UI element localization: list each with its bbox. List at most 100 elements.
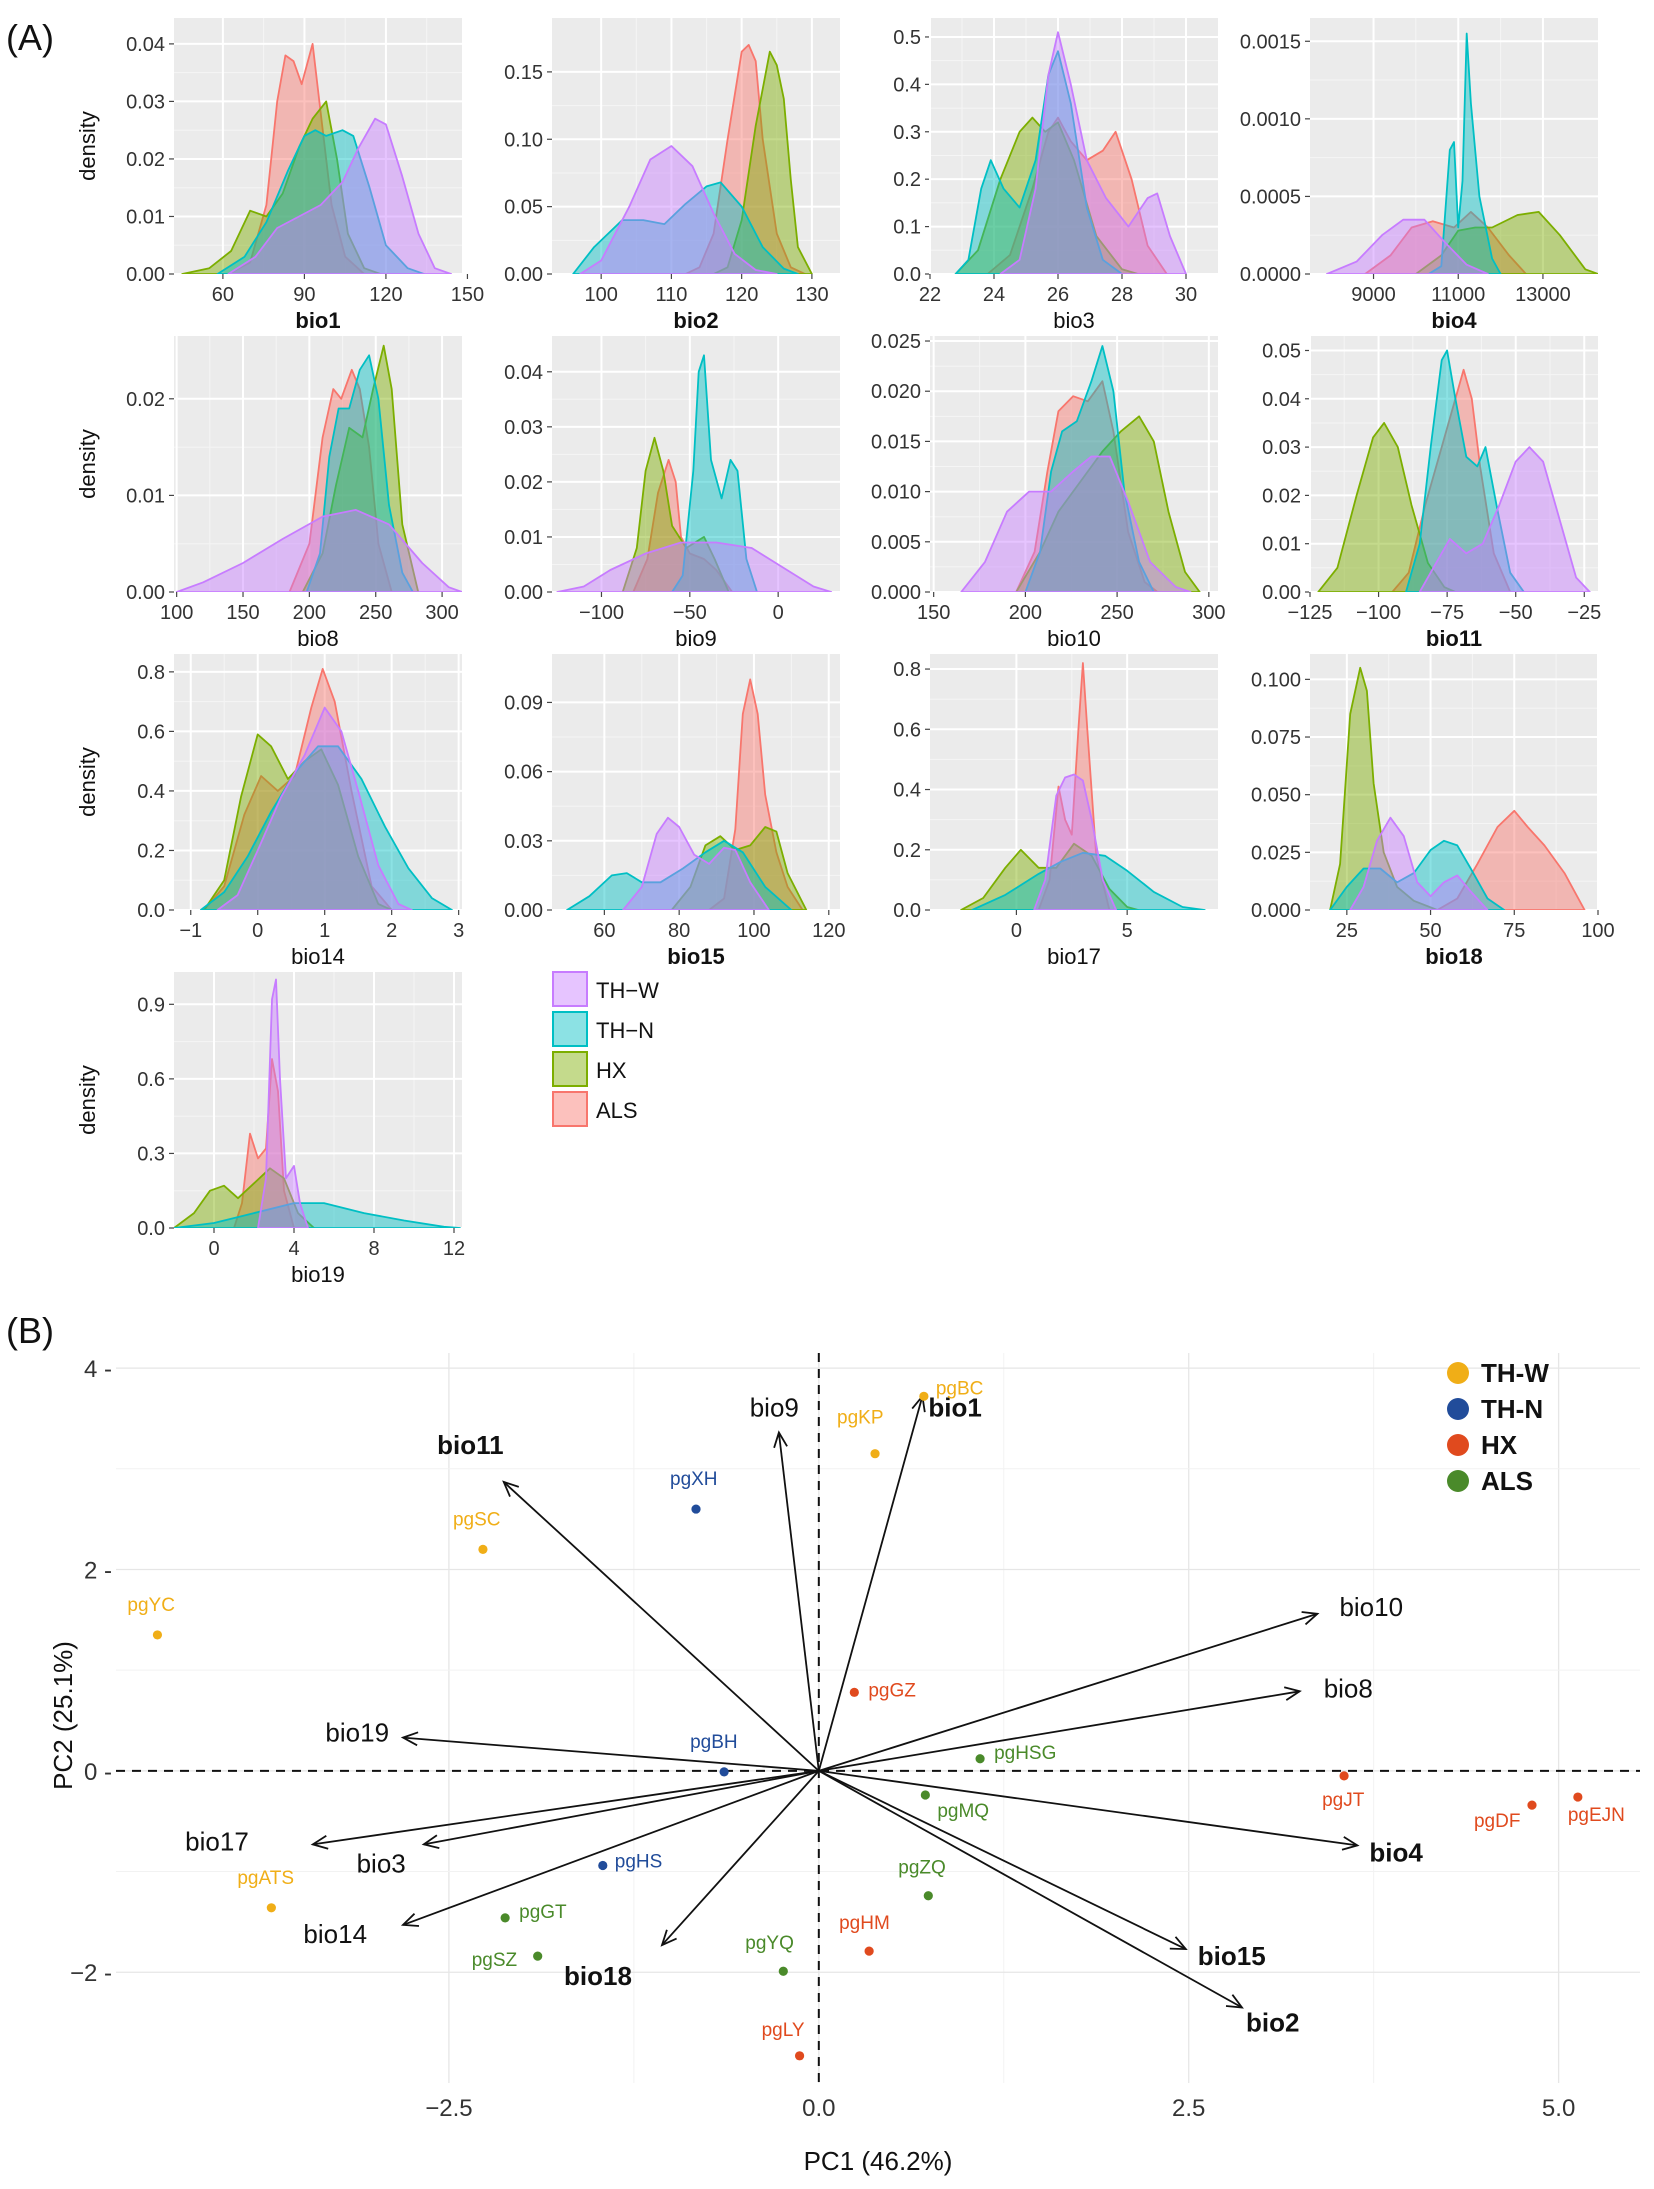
density-curve-als <box>1015 380 1159 592</box>
x-axis-label: bio11 <box>1426 626 1482 651</box>
pca-y-tick-label: 4 - <box>84 1356 112 1383</box>
y-axis-label: density <box>75 111 100 181</box>
x-tick-label: 120 <box>369 284 402 306</box>
density-curve-th-w <box>216 706 413 910</box>
y-tick-label: 0.05 <box>1262 340 1301 362</box>
x-tick-label: −125 <box>1287 602 1332 624</box>
x-tick-label: 100 <box>584 284 617 306</box>
y-tick-label: 0.4 <box>893 74 921 96</box>
y-tick-label: 0.06 <box>504 762 543 784</box>
sample-label-pgEJN: pgEJN <box>1568 1805 1625 1826</box>
y-tick-label: 0.020 <box>871 381 921 403</box>
density-curve-hx <box>1329 666 1439 910</box>
sample-label-pgMQ: pgMQ <box>937 1801 989 1822</box>
legend-label-th-w: TH−W <box>596 978 659 1003</box>
y-tick-label: 0.6 <box>893 719 921 741</box>
sample-point-pgLY <box>794 2051 805 2061</box>
density-curve-th-n <box>305 354 414 592</box>
y-tick-label: 0.4 <box>893 780 921 802</box>
x-tick-label: −50 <box>673 602 707 624</box>
loading-arrowhead-bio8 <box>1283 1686 1302 1701</box>
density-curve-als <box>227 43 366 274</box>
pca-legend-label-th-n: TH-N <box>1481 1394 1543 1424</box>
y-tick-label: 0.01 <box>126 485 165 507</box>
x-tick-label: 8 <box>368 1238 379 1260</box>
density-plot-bio15: 0.00 0.03 0.06 0.09 60 80 100 120 bio15 <box>504 654 845 969</box>
x-tick-label: −50 <box>1499 602 1533 624</box>
panel-b-label: (B) <box>6 1310 54 1351</box>
loading-arrow-bio11 <box>503 1481 820 1772</box>
y-tick-label: 0.01 <box>1262 534 1301 556</box>
pca-x-tick-label: 5.0 <box>1542 2095 1575 2122</box>
loading-arrow-bio18 <box>661 1770 820 1946</box>
pca-legend-label-hx: HX <box>1481 1430 1518 1460</box>
density-areas <box>1329 666 1586 910</box>
x-tick-label: 200 <box>293 602 326 624</box>
loading-label-bio11: bio11 <box>437 1430 503 1460</box>
sample-point-pgYC <box>152 1630 163 1640</box>
y-tick-label: 0.000 <box>871 582 921 604</box>
density-curve-hx <box>712 50 813 274</box>
density-curve-th-w <box>227 117 452 274</box>
density-curve-th-w <box>556 541 833 592</box>
y-tick-label: 0.04 <box>504 362 543 384</box>
x-tick-label: 300 <box>1192 602 1225 624</box>
sample-label-pgHS: pgHS <box>615 1852 663 1873</box>
loading-label-bio17: bio17 <box>185 1826 249 1856</box>
density-areas <box>566 678 808 910</box>
density-areas <box>174 978 461 1228</box>
pca-legend-dot-th-n <box>1447 1398 1469 1420</box>
x-tick-label: 75 <box>1503 920 1525 942</box>
y-tick-label: 0.00 <box>504 582 543 604</box>
pca-legend-label-als: ALS <box>1481 1466 1533 1496</box>
pca-y-tick-label: −2 - <box>70 1960 112 1987</box>
x-tick-label: 22 <box>919 284 941 306</box>
loading-arrowhead-bio4 <box>1341 1836 1360 1851</box>
density-plot-bio2: 0.00 0.05 0.10 0.15 100 110 120 130 bio2 <box>504 18 840 333</box>
density-curve-th-n <box>566 839 793 910</box>
density-plot-bio11: 0.00 0.01 0.02 0.03 0.04 0.05 −125 −100 −75 −50 −2… <box>1262 336 1601 651</box>
legend-label-als: ALS <box>596 1098 638 1123</box>
y-tick-label: 0.0 <box>137 1218 165 1240</box>
sample-label-pgLY: pgLY <box>762 2020 805 2041</box>
density-curve-th-n <box>1329 839 1506 910</box>
x-tick-label: 11000 <box>1431 284 1485 306</box>
sample-point-pgGZ <box>849 1687 859 1697</box>
loading-arrowhead-bio10 <box>1301 1611 1320 1626</box>
loading-label-bio3: bio3 <box>357 1848 406 1878</box>
x-tick-label: 0 <box>773 602 784 624</box>
sample-label-pgATS: pgATS <box>237 1868 294 1889</box>
x-tick-label: 200 <box>1009 602 1042 624</box>
density-curve-th-n <box>1024 345 1155 592</box>
density-curve-th-w <box>257 978 309 1228</box>
legend-swatch-th-n <box>552 1011 588 1047</box>
density-areas <box>175 344 462 592</box>
x-axis-label: bio3 <box>1053 308 1095 333</box>
y-tick-label: 0.03 <box>1262 437 1301 459</box>
x-tick-label: −75 <box>1430 602 1464 624</box>
x-tick-label: 250 <box>359 602 392 624</box>
density-curve-hx <box>954 116 1139 274</box>
y-tick-label: 0.100 <box>1251 669 1301 691</box>
loading-label-bio8: bio8 <box>1324 1673 1373 1703</box>
sample-point-pgKP <box>870 1449 880 1459</box>
y-tick-label: 0.03 <box>504 417 543 439</box>
y-tick-label: 0.03 <box>504 831 543 853</box>
density-areas <box>199 668 453 910</box>
sample-label-pgSC: pgSC <box>453 1509 501 1530</box>
loading-arrow-bio19 <box>402 1736 819 1772</box>
sample-point-pgJT <box>1339 1771 1349 1781</box>
legend-swatch-hx <box>552 1051 588 1087</box>
y-tick-label: 0.005 <box>871 532 921 554</box>
y-tick-label: 0.05 <box>504 197 543 219</box>
x-tick-label: 26 <box>1047 284 1069 306</box>
loading-arrowhead-bio2 <box>1225 1994 1244 2009</box>
legend-swatch-th-w <box>552 971 588 1007</box>
y-tick-label: 0.02 <box>126 149 165 171</box>
sample-label-pgBH: pgBH <box>690 1732 738 1753</box>
y-tick-label: 0.8 <box>137 662 165 684</box>
density-curve-th-n <box>671 354 758 592</box>
density-plot-bio4: 0.0000 0.0005 0.0010 0.0015 9000 11000 13000 bi… <box>1240 18 1598 333</box>
y-tick-label: 0.6 <box>137 1069 165 1091</box>
sample-point-pgHS <box>598 1860 608 1871</box>
